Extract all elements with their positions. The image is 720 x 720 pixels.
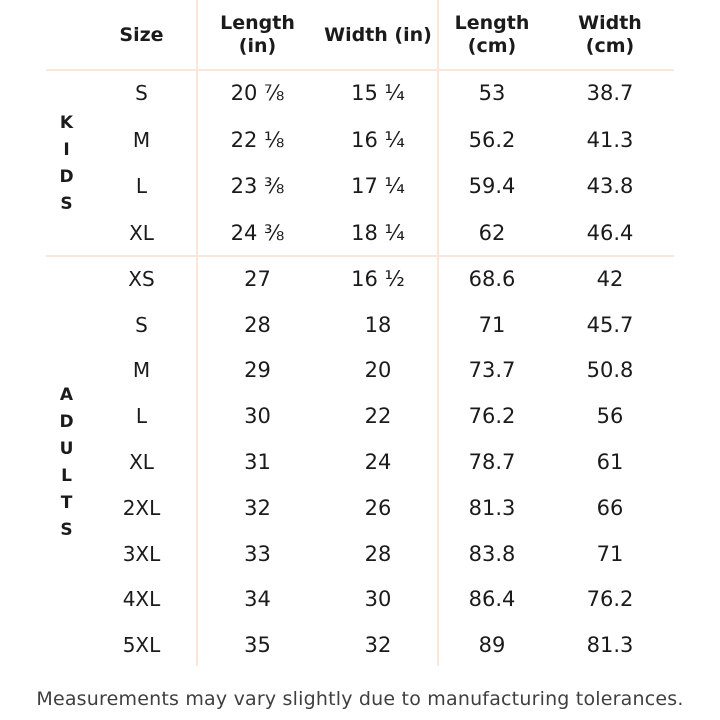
width-in-cell: 17 ¼ (351, 174, 405, 199)
size-cell: XL (129, 449, 154, 474)
width-cm-cell: 46.4 (586, 220, 634, 245)
length-in-cell: 29 (244, 358, 271, 383)
width-in-cell: 22 (364, 404, 392, 429)
size-cell: 2XL (122, 495, 161, 520)
column-header-label: (cm) (467, 35, 517, 57)
length-in-cell: 35 (244, 633, 271, 658)
table-header: Size Length (in) Width (in) Length (cm) … (46, 0, 674, 70)
column-header-width-cm: Width (cm) (546, 12, 674, 58)
length-in-cell: 27 (244, 266, 271, 291)
width-in-cell: 18 ¼ (351, 220, 405, 245)
length-cm-cell: 86.4 (468, 587, 516, 612)
size-cell: 5XL (122, 633, 161, 658)
column-header-label: Size (119, 23, 164, 46)
length-in-cell: 28 (244, 312, 271, 337)
column-header-size: Size (86, 24, 197, 47)
length-cm-cell: 68.6 (468, 266, 516, 291)
length-cm-cell: 76.2 (468, 404, 516, 429)
length-cm-cell: 56.2 (468, 127, 516, 152)
column-header-label: Length (454, 12, 530, 35)
size-cell: 4XL (122, 587, 161, 612)
tolerance-note: Measurements may vary slightly due to ma… (36, 688, 684, 710)
length-cm-cell: 83.8 (468, 541, 516, 566)
length-in-cell: 22 ⅛ (230, 127, 285, 152)
width-cm-cell: 45.7 (586, 312, 634, 337)
width-cm-cell: 56 (596, 404, 624, 429)
length-cm-cell: 59.4 (468, 174, 516, 199)
size-cell: L (135, 404, 148, 429)
length-cm-cell: 53 (478, 81, 506, 106)
column-header-label: (in) (238, 35, 277, 57)
column-header-length-cm: Length (cm) (438, 12, 546, 58)
length-cm-cell: 81.3 (468, 495, 516, 520)
size-cell: S (135, 81, 148, 106)
size-cell: L (135, 174, 148, 199)
length-in-cell: 33 (244, 541, 271, 566)
header-divider (46, 69, 674, 71)
width-in-cell: 26 (364, 495, 392, 520)
column-header-label: (cm) (585, 35, 635, 57)
width-cm-cell: 61 (596, 449, 624, 474)
length-cm-cell: 78.7 (468, 449, 516, 474)
width-in-cell: 15 ¼ (351, 81, 405, 106)
column-header-length-in: Length (in) (197, 12, 318, 58)
width-cm-cell: 50.8 (586, 358, 634, 383)
length-cm-cell: 71 (478, 312, 506, 337)
width-in-cell: 16 ½ (351, 266, 405, 291)
adults-section: ADULTS XS 27 16 ½ 68.6 42 S 28 18 71 45.… (46, 256, 674, 668)
length-in-cell: 31 (244, 449, 271, 474)
width-cm-cell: 41.3 (586, 127, 634, 152)
length-in-cell: 20 ⅞ (230, 81, 285, 106)
section-divider (46, 255, 674, 257)
column-divider (437, 0, 439, 666)
width-cm-cell: 66 (596, 495, 624, 520)
size-cell: XS (128, 266, 155, 291)
size-cell: XL (129, 220, 154, 245)
column-header-label: Width (578, 12, 642, 35)
width-in-cell: 32 (364, 633, 392, 658)
length-in-cell: 32 (244, 495, 271, 520)
size-cell: M (132, 358, 151, 383)
width-cm-cell: 42 (596, 266, 624, 291)
width-in-cell: 30 (364, 587, 392, 612)
length-in-cell: 23 ⅜ (230, 174, 285, 199)
size-cell: 3XL (122, 541, 161, 566)
length-in-cell: 34 (244, 587, 271, 612)
width-in-cell: 20 (364, 358, 392, 383)
width-in-cell: 16 ¼ (351, 127, 405, 152)
width-cm-cell: 81.3 (586, 633, 634, 658)
width-cm-cell: 76.2 (586, 587, 634, 612)
size-cell: S (135, 312, 148, 337)
width-in-cell: 28 (364, 541, 392, 566)
width-cm-cell: 71 (596, 541, 624, 566)
width-in-cell: 18 (364, 312, 392, 337)
kids-section: KIDS S 20 ⅞ 15 ¼ 53 38.7 M 22 ⅛ 16 ¼ 56.… (46, 70, 674, 256)
width-in-cell: 24 (364, 449, 392, 474)
column-header-width-in: Width (in) (318, 24, 438, 47)
width-cm-cell: 43.8 (586, 174, 634, 199)
length-cm-cell: 62 (478, 220, 506, 245)
length-cm-cell: 73.7 (468, 358, 516, 383)
column-header-label: Length (220, 12, 295, 35)
length-in-cell: 30 (244, 404, 271, 429)
column-divider (196, 0, 198, 666)
group-label-kids: KIDS (56, 112, 77, 221)
width-cm-cell: 38.7 (586, 81, 634, 106)
size-cell: M (132, 127, 151, 152)
length-in-cell: 24 ⅜ (230, 220, 285, 245)
length-cm-cell: 89 (478, 633, 506, 658)
group-label-adults: ADULTS (56, 384, 77, 547)
column-header-label: Width (in) (324, 23, 432, 46)
